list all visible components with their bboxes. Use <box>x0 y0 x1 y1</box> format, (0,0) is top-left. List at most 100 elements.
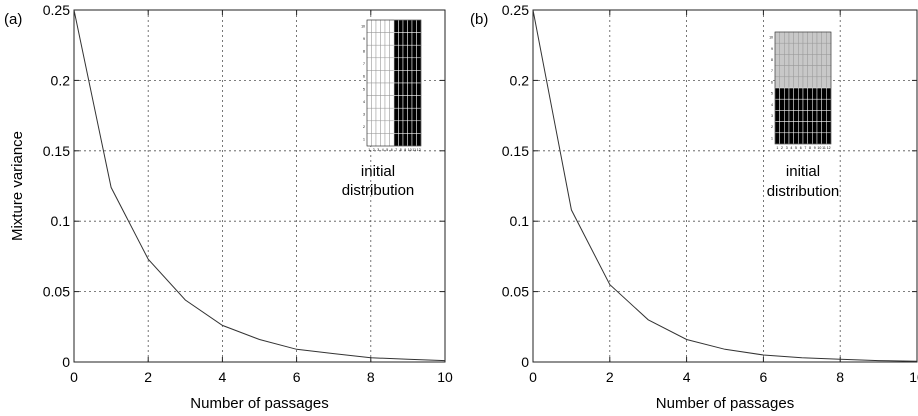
inset-cell <box>366 133 372 147</box>
inset-cell <box>402 95 408 109</box>
inset-cell <box>411 82 417 96</box>
inset-cell <box>812 98 818 111</box>
inset-cell <box>380 133 386 147</box>
inset-cell <box>407 95 413 109</box>
inset-cell <box>389 70 395 84</box>
inset-cell <box>398 82 404 96</box>
inset-x-tick-label: 5 <box>795 146 797 150</box>
y-tick-label: 0.25 <box>502 2 529 18</box>
inset-cell <box>398 44 404 59</box>
inset-cell <box>788 121 794 134</box>
inset-y-tick-label: 1 <box>363 138 365 142</box>
inset-cell <box>389 19 395 33</box>
inset-cell <box>816 98 822 111</box>
inset-cell <box>802 42 808 55</box>
inset-cell <box>393 57 399 71</box>
inset-x-tick-label: 9 <box>814 146 816 150</box>
inset-x-tick-label: 8 <box>809 146 811 150</box>
inset-cell <box>788 98 794 111</box>
y-tick-label: 0.1 <box>51 213 71 229</box>
inset-cell <box>784 76 790 89</box>
inset-cell <box>407 70 413 84</box>
x-axis-label: Number of passages <box>656 395 794 412</box>
inset-cell <box>380 95 386 109</box>
inset-cell <box>398 57 404 71</box>
inset-cell <box>821 132 827 145</box>
y-tick-label: 0 <box>521 354 529 370</box>
inset-frame <box>366 19 422 147</box>
inset-cell <box>774 98 780 111</box>
inset-cell <box>816 132 822 145</box>
inset-cell <box>807 65 813 78</box>
inset-cell <box>798 110 804 122</box>
inset-x-tick-label: 4 <box>790 146 792 150</box>
inset-cell <box>793 76 799 89</box>
inset-cell <box>416 57 422 71</box>
inset-cell <box>389 44 395 59</box>
inset-cell <box>826 110 832 122</box>
inset-y-tick-label: 3 <box>363 113 365 117</box>
inset-cell <box>416 19 422 33</box>
inset-cell <box>411 32 417 46</box>
inset-cell <box>821 76 827 89</box>
inset-cell <box>826 98 832 111</box>
inset-x-tick-label: 2 <box>781 146 783 150</box>
inset-cell <box>802 76 808 89</box>
inset-cell <box>821 54 827 66</box>
inset-cell <box>784 121 790 134</box>
inset-cell <box>411 19 417 33</box>
inset-cell <box>788 65 794 78</box>
inset-cell <box>389 107 395 122</box>
inset-cell <box>807 87 813 100</box>
x-tick-label: 10 <box>909 369 918 385</box>
x-axis-label: Number of passages <box>190 395 328 412</box>
inset-cell <box>774 76 780 89</box>
inset-cell <box>802 54 808 66</box>
inset-cell <box>784 132 790 145</box>
inset-cell <box>812 132 818 145</box>
inset-cell <box>393 44 399 59</box>
inset-cell <box>812 110 818 122</box>
panel-label: (b) <box>470 11 488 28</box>
inset-cell <box>807 132 813 145</box>
inset-cell <box>784 65 790 78</box>
inset-y-tick-label: 10 <box>769 36 773 40</box>
inset-cell <box>826 31 832 44</box>
inset-cell <box>807 121 813 134</box>
inset-cell <box>821 65 827 78</box>
inset-cell <box>402 133 408 147</box>
inset-x-tick-label: 11 <box>822 146 826 150</box>
inset-cell <box>402 32 408 46</box>
inset-cell <box>807 98 813 111</box>
plot-frame <box>73 9 446 363</box>
inset-cell <box>407 32 413 46</box>
inset-y-tick-label: 6 <box>771 80 773 84</box>
inset-x-tick-label: 1 <box>368 148 370 152</box>
inset-initial-distribution: 1 2 3 4 5 6 7 8 9 10 11 1212345678910initialdistrib… <box>342 19 422 199</box>
inset-cell <box>788 31 794 44</box>
inset-cell <box>393 82 399 96</box>
inset-cell <box>393 107 399 122</box>
inset-cell <box>416 133 422 147</box>
inset-cell <box>366 57 372 71</box>
inset-cell <box>812 31 818 44</box>
inset-cell <box>393 120 399 134</box>
inset-cell <box>798 65 804 78</box>
inset-cell <box>402 70 408 84</box>
panel-label: (a) <box>4 11 22 28</box>
inset-cell <box>398 133 404 147</box>
inset-cell <box>416 107 422 122</box>
inset-cell <box>380 107 386 122</box>
inset-cell <box>393 70 399 84</box>
inset-cell <box>380 70 386 84</box>
inset-cell <box>798 31 804 44</box>
inset-cell <box>774 31 780 44</box>
inset-cell <box>375 95 381 109</box>
inset-cell <box>402 19 408 33</box>
inset-cell <box>411 95 417 109</box>
plot-frame <box>532 9 918 363</box>
inset-cell <box>393 133 399 147</box>
inset-cell <box>398 107 404 122</box>
inset-cell <box>380 57 386 71</box>
inset-cell <box>798 54 804 66</box>
